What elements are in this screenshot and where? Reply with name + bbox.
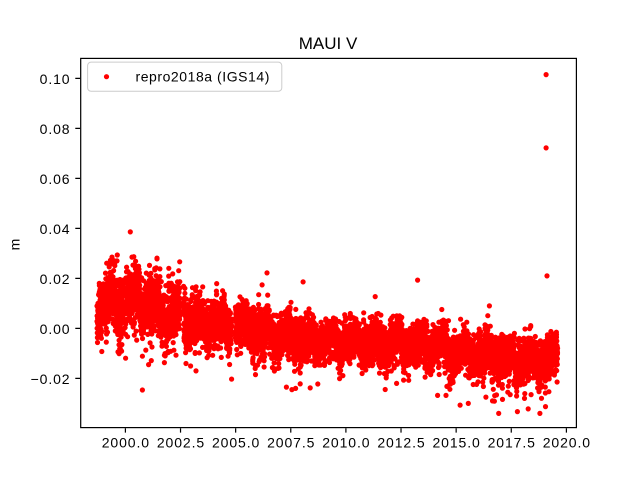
svg-text:2020.0: 2020.0 xyxy=(543,435,591,451)
svg-text:2017.5: 2017.5 xyxy=(488,435,536,451)
svg-text:2012.5: 2012.5 xyxy=(377,435,425,451)
svg-text:0.06: 0.06 xyxy=(40,171,71,187)
svg-text:2002.5: 2002.5 xyxy=(157,435,205,451)
svg-text:0.02: 0.02 xyxy=(40,271,71,287)
svg-text:2000.0: 2000.0 xyxy=(102,435,150,451)
svg-text:2010.0: 2010.0 xyxy=(322,435,370,451)
svg-text:2005.0: 2005.0 xyxy=(212,435,260,451)
svg-text:0.00: 0.00 xyxy=(40,321,71,337)
svg-text:MAUI V: MAUI V xyxy=(299,34,358,53)
svg-text:repro2018a (IGS14): repro2018a (IGS14) xyxy=(136,69,270,85)
svg-text:0.04: 0.04 xyxy=(40,221,71,237)
svg-text:m: m xyxy=(7,239,23,251)
svg-text:2015.0: 2015.0 xyxy=(432,435,480,451)
svg-text:0.08: 0.08 xyxy=(40,121,71,137)
svg-text:−0.02: −0.02 xyxy=(31,371,71,387)
svg-text:2007.5: 2007.5 xyxy=(267,435,315,451)
svg-text:0.10: 0.10 xyxy=(40,71,71,87)
